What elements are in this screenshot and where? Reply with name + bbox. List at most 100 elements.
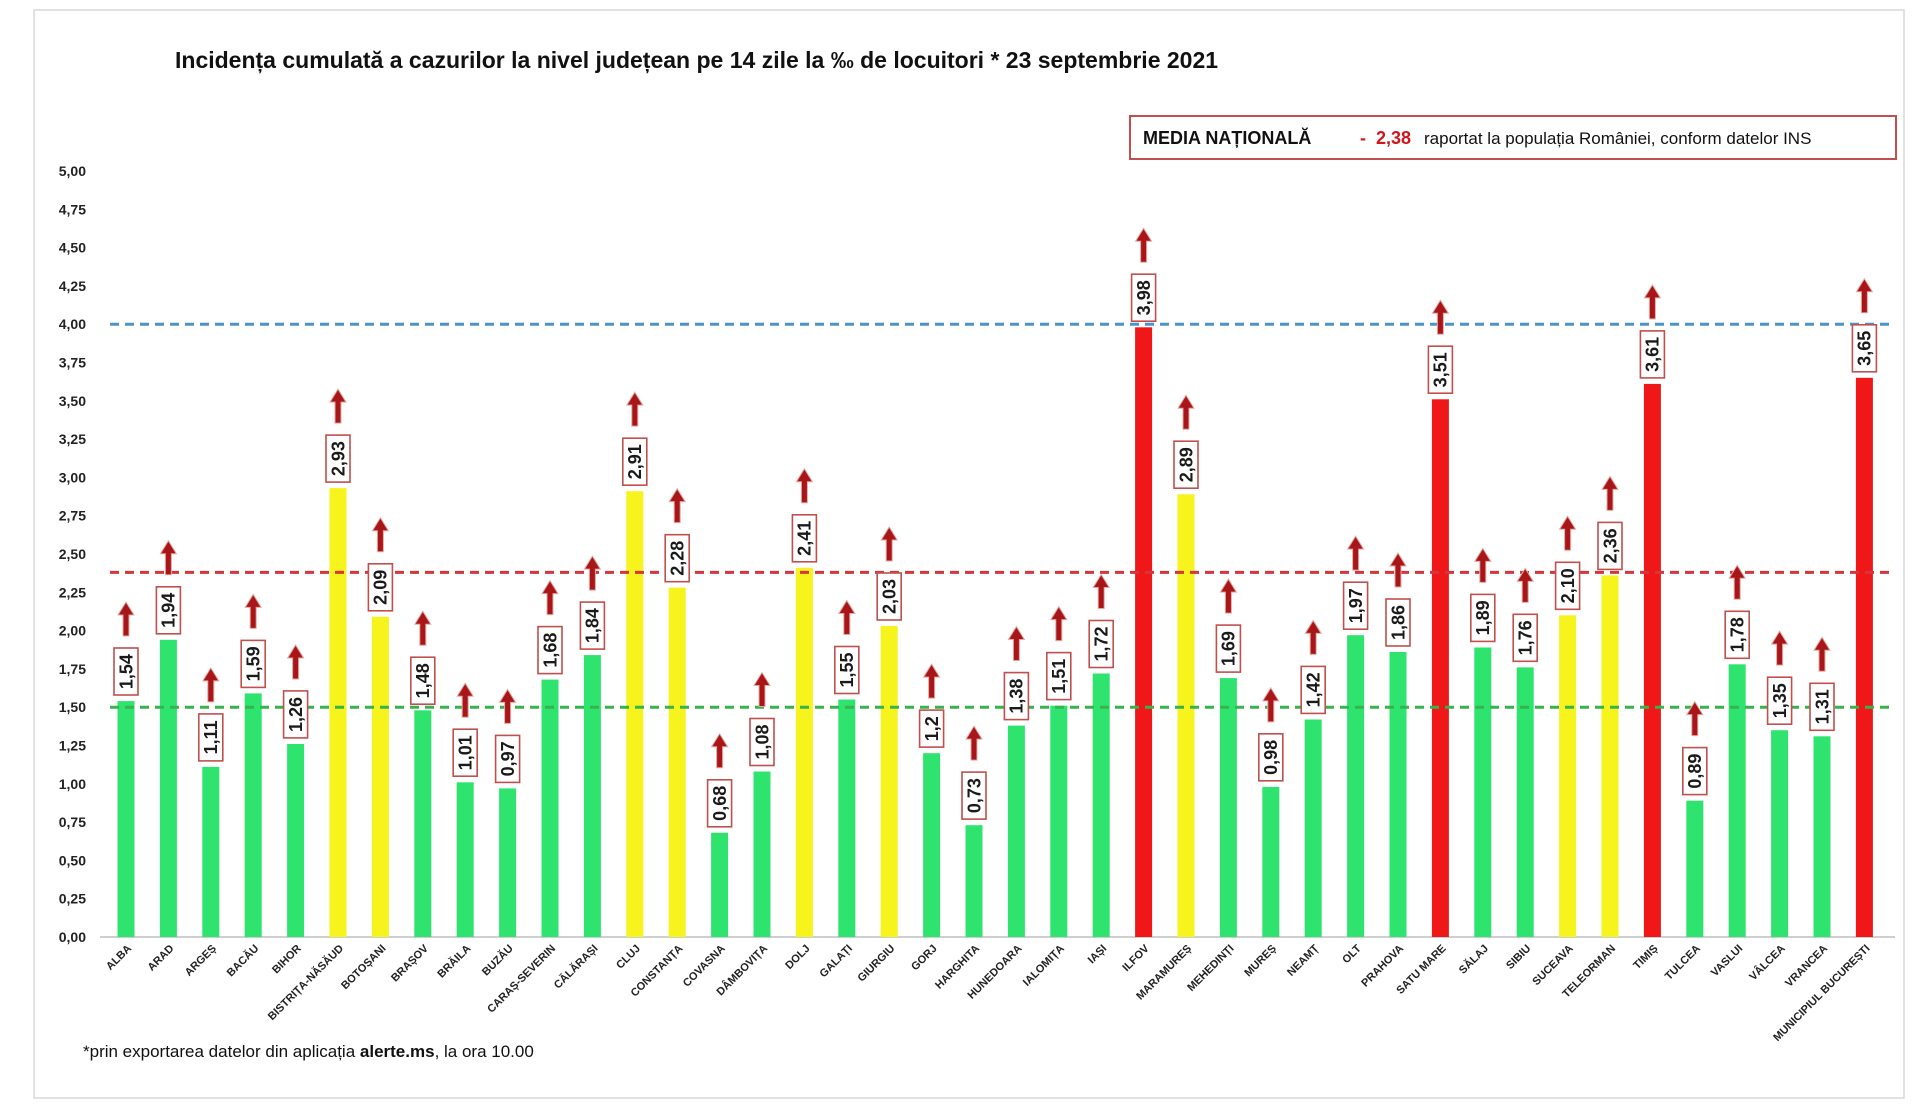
value-label: 2,03 xyxy=(880,579,900,614)
value-label-box xyxy=(621,437,648,487)
value-label-box xyxy=(749,717,775,767)
up-arrow-icon xyxy=(1177,394,1195,430)
bar-olt xyxy=(1347,635,1365,937)
value-label: 1,89 xyxy=(1473,600,1493,635)
value-label-box xyxy=(1342,581,1369,631)
value-label: 1,42 xyxy=(1304,672,1324,707)
value-label: 0,73 xyxy=(964,778,984,813)
bar-hunedoara xyxy=(1007,725,1025,937)
bar-constanta xyxy=(668,587,686,937)
value-label-box xyxy=(579,601,606,650)
up-arrow-icon xyxy=(1431,299,1450,335)
value-label: 2,89 xyxy=(1176,447,1196,482)
up-arrow-icon xyxy=(1728,564,1747,600)
value-label: 1,97 xyxy=(1346,588,1366,623)
value-label: 1,51 xyxy=(1049,659,1069,694)
y-tick-label: 4,50 xyxy=(59,240,86,256)
value-label: 3,98 xyxy=(1134,280,1154,315)
value-label-box xyxy=(367,562,394,612)
up-arrow-icon xyxy=(1092,573,1111,609)
up-arrow-icon xyxy=(710,732,729,769)
value-label-box xyxy=(1554,561,1581,611)
up-arrow-icon xyxy=(1219,578,1238,614)
value-label: 1,35 xyxy=(1770,683,1790,718)
up-arrow-icon xyxy=(922,663,941,699)
y-tick-label: 1,25 xyxy=(59,738,86,754)
up-arrow-icon xyxy=(1643,283,1662,320)
value-label-box xyxy=(876,572,903,621)
up-arrow-icon xyxy=(456,682,475,718)
value-label: 1,26 xyxy=(286,697,306,732)
bar-alba xyxy=(117,701,135,937)
up-arrow-icon xyxy=(880,526,899,562)
value-label-box xyxy=(1639,330,1666,379)
value-label-box xyxy=(1173,440,1199,490)
value-label-box xyxy=(1215,624,1242,673)
up-arrow-icon xyxy=(1770,630,1789,666)
legend-separator: - xyxy=(1360,128,1366,148)
up-arrow-icon xyxy=(1134,227,1153,263)
value-label-box xyxy=(1385,598,1411,647)
national-average-legend-box xyxy=(1129,115,1897,160)
up-arrow-icon xyxy=(837,599,856,636)
value-label-box xyxy=(452,728,479,778)
value-label-box xyxy=(833,645,860,695)
legend-note: raportat la populația României, conform … xyxy=(1424,129,1811,148)
value-label-box xyxy=(494,734,521,784)
value-label-box xyxy=(113,647,139,696)
up-arrow-icon xyxy=(329,388,347,424)
value-label-box xyxy=(1046,651,1072,701)
bar-bistrita-nasaud xyxy=(329,488,347,937)
bar-iasi xyxy=(1092,673,1110,937)
value-label: 2,41 xyxy=(795,521,815,556)
value-labels: 1,54 1,94 1,11 1,59 1,26 2,93 2,09 1,48 1,01 0,97… xyxy=(113,227,1878,828)
bar-brasov xyxy=(414,710,432,937)
up-arrow-icon xyxy=(541,579,559,616)
value-label-box xyxy=(1682,746,1708,796)
value-label: 1,84 xyxy=(583,608,603,643)
bar-teleorman xyxy=(1601,575,1619,937)
bar-valcea xyxy=(1771,730,1789,937)
bar-galati xyxy=(838,699,856,937)
up-arrow-icon xyxy=(371,516,390,553)
y-tick-label: 2,00 xyxy=(59,623,86,639)
value-label: 1,11 xyxy=(201,720,221,754)
y-tick-label: 2,75 xyxy=(59,508,86,524)
up-arrow-icon xyxy=(1516,567,1535,603)
y-tick-label: 0,50 xyxy=(59,852,86,868)
value-label-box xyxy=(706,778,733,828)
up-arrow-icon xyxy=(159,539,178,576)
y-tick-label: 0,25 xyxy=(59,891,86,907)
up-arrow-icon xyxy=(1389,552,1407,588)
bar-vaslui xyxy=(1728,664,1746,937)
value-label: 2,10 xyxy=(1558,568,1578,603)
value-label-box xyxy=(537,625,563,675)
value-label: 2,91 xyxy=(625,444,645,479)
value-label: 1,72 xyxy=(1092,626,1112,661)
value-label-box xyxy=(1851,323,1878,373)
up-arrow-icon xyxy=(583,555,602,591)
value-label: 0,98 xyxy=(1261,740,1281,775)
bar-bihor xyxy=(287,744,305,937)
y-tick-label: 3,25 xyxy=(59,431,86,447)
value-label: 1,08 xyxy=(752,724,772,759)
bar-giurgiu xyxy=(880,626,898,937)
value-label-box xyxy=(1597,521,1623,571)
up-arrow-icon xyxy=(498,688,517,724)
legend-label: MEDIA NAȚIONALĂ xyxy=(1143,127,1311,148)
value-label: 0,97 xyxy=(498,741,518,776)
value-label: 1,69 xyxy=(1219,631,1239,666)
bar-buzau xyxy=(499,788,517,937)
bar-botosani xyxy=(371,616,389,937)
value-label: 0,89 xyxy=(1685,754,1705,789)
value-label: 1,54 xyxy=(116,654,136,689)
up-arrow-icon xyxy=(1473,547,1492,583)
y-tick-label: 4,00 xyxy=(59,316,86,332)
value-label: 2,36 xyxy=(1600,528,1620,563)
bar-gorj xyxy=(923,753,941,937)
value-label: 0,68 xyxy=(710,786,730,821)
bar-cluj xyxy=(626,491,644,937)
bar-harghita xyxy=(965,825,983,937)
value-label: 3,61 xyxy=(1643,337,1663,372)
bar-municipiul-bucuresti xyxy=(1855,377,1873,937)
